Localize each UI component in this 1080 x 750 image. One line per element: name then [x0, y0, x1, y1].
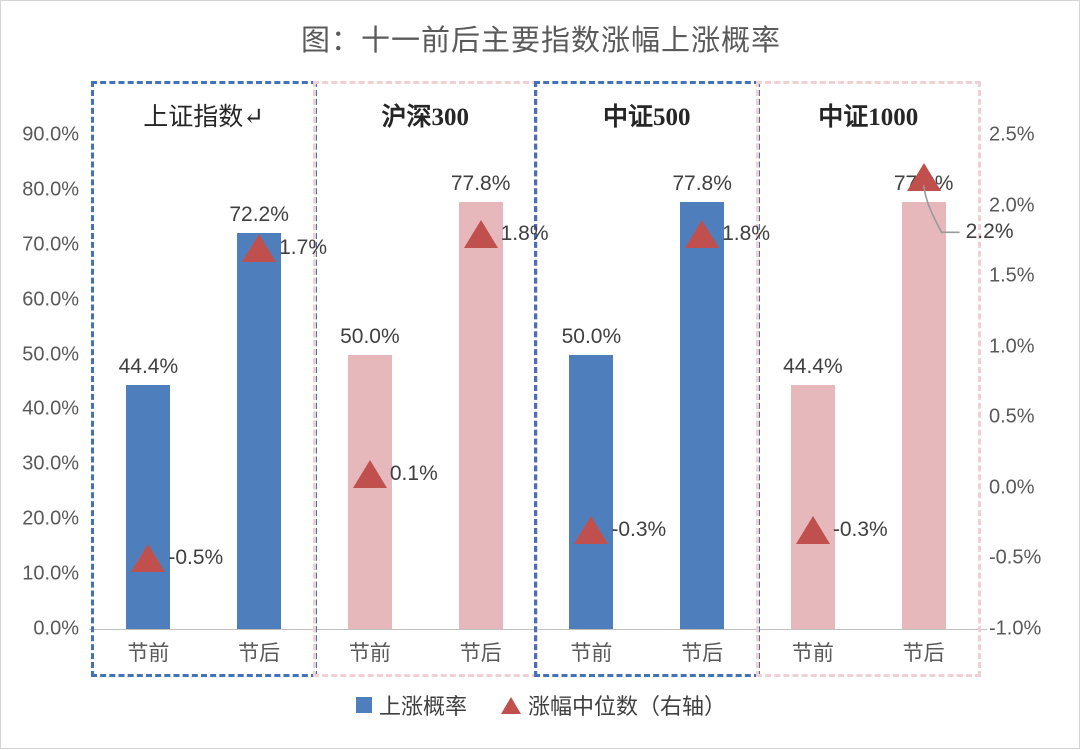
median-marker-triangle: [685, 219, 720, 248]
bar: [569, 354, 614, 629]
y-axis-left-tick: 30.0%: [22, 452, 79, 475]
group-header-label: 中证1000: [818, 104, 919, 131]
median-marker-triangle: [352, 459, 387, 488]
bar: [790, 385, 835, 629]
median-marker-triangle: [795, 516, 830, 545]
legend-triangle-icon: [501, 696, 521, 714]
y-axis-right-tick: 1.0%: [989, 335, 1035, 358]
bar: [901, 201, 946, 629]
bar: [458, 201, 503, 629]
median-value-label: -0.3%: [611, 518, 667, 542]
bar: [680, 201, 725, 629]
y-axis-left-tick: 60.0%: [22, 288, 79, 311]
median-marker-triangle: [242, 233, 277, 262]
y-axis-right-tick: 2.5%: [989, 123, 1035, 146]
legend-item[interactable]: 上涨概率: [355, 689, 467, 721]
y-axis-right-tick: -0.5%: [989, 546, 1042, 569]
legend-label: 上涨概率: [378, 694, 467, 719]
x-axis-tick-label: 节后: [902, 641, 945, 665]
bar-value-label: 72.2%: [229, 202, 289, 226]
group-highlight-box-2: [312, 81, 538, 677]
y-axis-left-tick: 40.0%: [22, 397, 79, 420]
x-axis-tick-label: 节后: [681, 641, 724, 665]
y-axis-right-tick: 1.5%: [989, 264, 1035, 287]
x-axis-line-stub: [979, 629, 987, 630]
bar-value-label: 50.0%: [340, 324, 400, 348]
chart-legend: 上涨概率 涨幅中位数（右轴）: [1, 689, 1080, 721]
median-value-label: 2.2%: [965, 220, 1014, 244]
y-axis-left-tick: 90.0%: [22, 123, 79, 146]
bar: [237, 232, 282, 629]
bar-value-label: 44.4%: [118, 355, 179, 379]
x-axis-tick-label: 节后: [459, 641, 502, 665]
bar: [126, 385, 171, 629]
y-axis-right-tick: 0.5%: [989, 405, 1035, 428]
median-value-label: 1.8%: [500, 221, 549, 245]
group-header-label: 中证500: [602, 104, 691, 131]
bar-value-label: 50.0%: [561, 324, 622, 348]
y-axis-left-tick: 80.0%: [22, 178, 79, 201]
group-header-label: 上证指数↵: [143, 104, 265, 131]
bar-value-label: 44.4%: [783, 355, 843, 379]
legend-label: 涨幅中位数（右轴）: [528, 694, 727, 719]
chart-title: 图：十一前后主要指数涨幅上涨概率: [300, 25, 781, 57]
median-marker-triangle: [574, 516, 609, 545]
x-axis-tick-label: 节前: [348, 641, 391, 665]
y-axis-right-tick: -1.0%: [989, 617, 1042, 640]
x-axis-tick-label: 节后: [238, 641, 281, 665]
bar-value-label: 77.8%: [450, 171, 511, 195]
y-axis-left-tick: 0.0%: [33, 617, 79, 640]
x-axis-tick-label: 节前: [791, 641, 834, 665]
median-value-label: 1.8%: [722, 221, 770, 245]
median-marker-triangle: [906, 163, 941, 192]
y-axis-right-tick: 0.0%: [989, 476, 1035, 499]
group-highlight-box-3: [534, 81, 760, 677]
bar: [347, 354, 392, 629]
median-value-label: -0.5%: [168, 546, 224, 570]
y-axis-right-tick: 2.0%: [989, 194, 1035, 217]
y-axis-right: 2.5% 2.0% 1.5% 1.0% 0.5% 0.0% -0.5% -1.0%: [987, 79, 1080, 640]
legend-square-icon: [355, 697, 372, 713]
group-header-label: 沪深300: [381, 104, 469, 131]
median-value-label: 1.7%: [279, 235, 327, 259]
y-axis-left: 90.0% 80.0% 70.0% 60.0% 50.0% 40.0% 30.0% 20.0%…: [1, 79, 87, 640]
y-axis-left-tick: 20.0%: [22, 507, 79, 530]
y-axis-left-tick: 10.0%: [22, 562, 79, 585]
legend-item[interactable]: 涨幅中位数（右轴）: [501, 689, 726, 721]
y-axis-left-tick: 70.0%: [22, 233, 79, 256]
median-marker-triangle: [463, 219, 498, 248]
group-highlight-box-4: [755, 81, 981, 677]
median-value-label: -0.3%: [832, 518, 888, 542]
x-axis-tick-label: 节前: [570, 641, 613, 665]
y-axis-left-tick: 50.0%: [22, 343, 79, 366]
bar-value-label: 77.8%: [672, 171, 732, 195]
x-axis-tick-label: 节前: [127, 641, 170, 665]
median-value-label: 0.1%: [389, 461, 438, 485]
median-marker-triangle: [131, 544, 166, 573]
